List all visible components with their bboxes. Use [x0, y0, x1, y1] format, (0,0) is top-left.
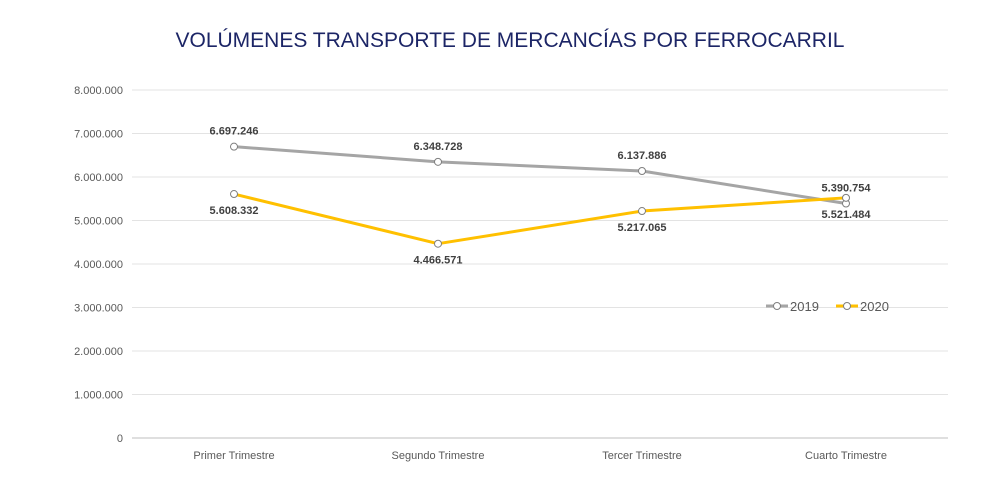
data-label-2020: 5.521.484 [822, 209, 872, 221]
data-point-2020 [434, 239, 442, 248]
data-point-2019 [434, 157, 442, 166]
chart-title: VOLÚMENES TRANSPORTE DE MERCANCÍAS POR F… [175, 29, 844, 52]
data-label-2020: 4.466.571 [414, 255, 463, 267]
y-tick-label: 2.000.000 [74, 346, 123, 358]
data-point-2019 [230, 142, 238, 151]
x-tick-label: Primer Trimestre [193, 450, 274, 462]
data-label-2019: 5.390.754 [822, 183, 872, 195]
x-tick-label: Tercer Trimestre [602, 450, 681, 462]
y-tick-label: 5.000.000 [74, 216, 123, 228]
y-axis: 0 1.000.000 2.000.000 3.000.000 4.000.000 5.0… [74, 85, 123, 445]
data-point-2019 [638, 167, 646, 176]
series-line-2020 [233, 192, 847, 246]
legend-marker-2019 [773, 302, 781, 310]
y-tick-label: 4.000.000 [74, 259, 123, 271]
data-label-2020: 5.217.065 [618, 222, 667, 234]
y-tick-label: 7.000.000 [74, 129, 123, 141]
y-tick-label: 6.000.000 [74, 172, 123, 184]
x-tick-label: Cuarto Trimestre [805, 450, 887, 462]
x-tick-label: Segundo Trimestre [392, 450, 485, 462]
legend-marker-2020 [843, 302, 851, 310]
legend: 2019 2020 [766, 299, 889, 314]
gridlines [132, 89, 948, 439]
data-point-2020 [842, 193, 850, 202]
y-tick-label: 0 [117, 433, 123, 445]
data-label-2019: 6.137.886 [618, 150, 667, 162]
x-axis: Primer Trimestre Segundo Trimestre Tercer … [193, 450, 887, 462]
data-label-2019: 6.697.246 [210, 126, 259, 138]
data-point-2020 [638, 207, 646, 216]
legend-label-2020: 2020 [860, 299, 889, 314]
data-label-2019: 6.348.728 [414, 141, 463, 153]
series-line-2019 [233, 145, 847, 205]
legend-label-2019: 2019 [790, 299, 819, 314]
y-tick-label: 3.000.000 [74, 303, 123, 315]
data-label-2020: 5.608.332 [210, 205, 259, 217]
y-tick-label: 1.000.000 [74, 390, 123, 402]
y-tick-label: 8.000.000 [74, 85, 123, 97]
series: 6.697.246 6.348.728 6.137.886 5.390.754 5.60… [210, 126, 872, 267]
data-point-2020 [230, 190, 238, 199]
